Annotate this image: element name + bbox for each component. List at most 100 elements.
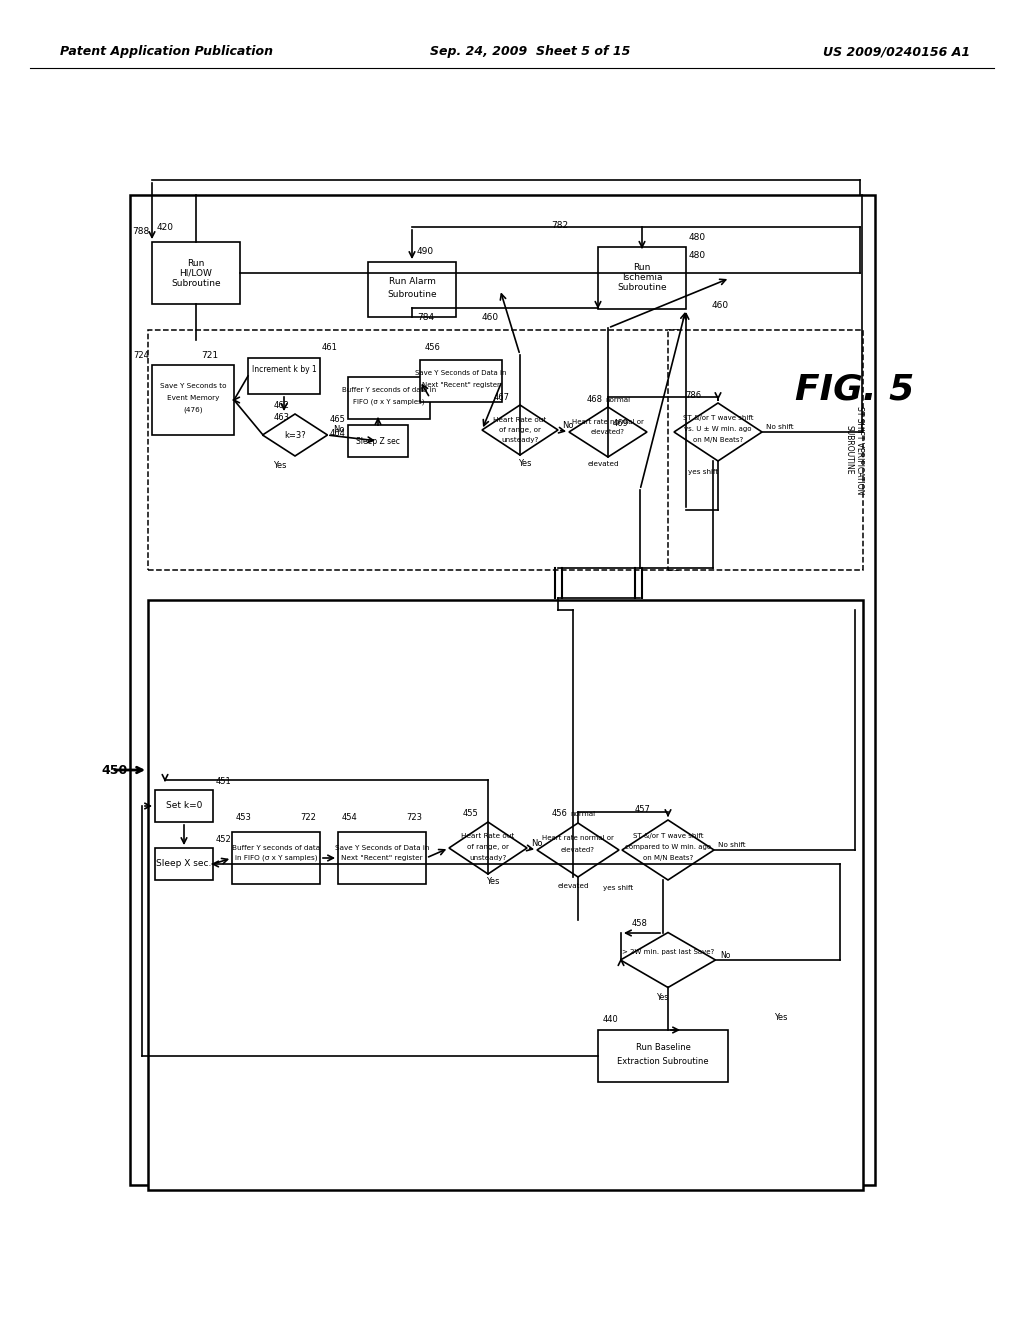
- Text: Yes: Yes: [273, 461, 287, 470]
- Text: 461: 461: [322, 343, 338, 352]
- Text: Increment k by 1: Increment k by 1: [252, 366, 316, 375]
- Text: Buffer Y seconds of data in: Buffer Y seconds of data in: [342, 387, 436, 393]
- Text: 784: 784: [417, 314, 434, 322]
- Text: yes shift: yes shift: [688, 469, 718, 475]
- FancyBboxPatch shape: [348, 425, 408, 457]
- Text: on M/N Beats?: on M/N Beats?: [693, 437, 743, 444]
- Polygon shape: [622, 820, 714, 880]
- Text: Yes: Yes: [518, 458, 531, 467]
- FancyBboxPatch shape: [338, 832, 426, 884]
- Text: 440: 440: [603, 1015, 618, 1024]
- Text: No: No: [531, 838, 543, 847]
- FancyBboxPatch shape: [130, 195, 874, 1185]
- Text: Run: Run: [187, 259, 205, 268]
- Text: 788: 788: [132, 227, 150, 236]
- Polygon shape: [262, 414, 328, 455]
- Text: Subroutine: Subroutine: [387, 290, 437, 300]
- FancyBboxPatch shape: [420, 360, 502, 403]
- Text: 460: 460: [712, 301, 728, 309]
- Text: on M/N Beats?: on M/N Beats?: [643, 855, 693, 861]
- Text: 786: 786: [685, 391, 701, 400]
- Text: Sep. 24, 2009  Sheet 5 of 15: Sep. 24, 2009 Sheet 5 of 15: [430, 45, 631, 58]
- Text: No: No: [333, 425, 344, 433]
- FancyBboxPatch shape: [598, 247, 686, 309]
- Text: Sleep Z sec: Sleep Z sec: [356, 437, 400, 446]
- Text: 463: 463: [274, 413, 290, 422]
- Text: Next "Recent" register: Next "Recent" register: [422, 381, 500, 388]
- Text: 420: 420: [157, 223, 174, 232]
- Text: Subroutine: Subroutine: [617, 284, 667, 293]
- Text: Save Y Seconds of Data in: Save Y Seconds of Data in: [416, 370, 507, 376]
- Text: Subroutine: Subroutine: [171, 279, 221, 288]
- Text: US 2009/0240156 A1: US 2009/0240156 A1: [823, 45, 970, 58]
- Text: Yes: Yes: [656, 993, 669, 1002]
- Text: No shift: No shift: [766, 424, 794, 430]
- FancyBboxPatch shape: [152, 242, 240, 304]
- Text: 467: 467: [494, 393, 510, 403]
- Text: Run Alarm: Run Alarm: [388, 277, 435, 286]
- Text: unsteady?: unsteady?: [502, 437, 539, 444]
- Text: elevated?: elevated?: [591, 429, 625, 436]
- Text: Heart Rate out: Heart Rate out: [494, 417, 547, 422]
- Text: > 2W min. past last Save?: > 2W min. past last Save?: [622, 949, 714, 954]
- Text: Patent Application Publication: Patent Application Publication: [60, 45, 273, 58]
- Text: unsteady?: unsteady?: [469, 855, 507, 861]
- Text: 460: 460: [481, 314, 499, 322]
- Text: of range, or: of range, or: [467, 843, 509, 850]
- Polygon shape: [569, 407, 647, 457]
- Text: FIG. 5: FIG. 5: [796, 374, 914, 407]
- Text: 464: 464: [329, 429, 345, 437]
- Text: 456: 456: [425, 343, 441, 352]
- Text: 462: 462: [274, 400, 290, 409]
- Text: 451: 451: [216, 777, 231, 787]
- Text: Run Baseline: Run Baseline: [636, 1044, 690, 1052]
- Text: 455: 455: [462, 809, 478, 818]
- Text: (476): (476): [183, 407, 203, 413]
- FancyBboxPatch shape: [348, 378, 430, 418]
- Text: Event Memory: Event Memory: [167, 395, 219, 401]
- Text: 723: 723: [406, 813, 422, 822]
- Text: 465: 465: [329, 414, 345, 424]
- Text: yes shift: yes shift: [603, 884, 633, 891]
- Text: 480: 480: [689, 232, 707, 242]
- Text: 457: 457: [635, 805, 651, 814]
- Text: 722: 722: [300, 813, 316, 822]
- Text: Heart Rate out: Heart Rate out: [462, 833, 515, 840]
- FancyBboxPatch shape: [155, 847, 213, 880]
- Text: k=3?: k=3?: [284, 430, 306, 440]
- Text: Next "Recent" register: Next "Recent" register: [341, 855, 423, 861]
- Text: 456: 456: [552, 809, 568, 818]
- Text: 721: 721: [201, 351, 218, 359]
- Text: Heart rate normal or: Heart rate normal or: [572, 418, 644, 425]
- Text: 782: 782: [552, 220, 568, 230]
- Polygon shape: [674, 403, 762, 461]
- Text: No: No: [562, 421, 573, 429]
- Text: No shift: No shift: [718, 842, 745, 847]
- Text: Sleep X sec.: Sleep X sec.: [157, 859, 212, 869]
- Text: normal: normal: [605, 397, 631, 403]
- Text: compared to W min. ago: compared to W min. ago: [625, 843, 711, 850]
- Polygon shape: [449, 822, 527, 874]
- Text: normal: normal: [570, 810, 596, 817]
- Text: 469: 469: [613, 420, 629, 429]
- Polygon shape: [482, 405, 558, 455]
- Text: ST &/or T wave shift: ST &/or T wave shift: [683, 414, 754, 421]
- Text: No: No: [720, 950, 730, 960]
- FancyBboxPatch shape: [668, 330, 863, 570]
- Text: Save Y Seconds to: Save Y Seconds to: [160, 383, 226, 389]
- Text: ST &/or T wave shift: ST &/or T wave shift: [633, 833, 703, 840]
- Polygon shape: [537, 822, 618, 876]
- Text: 454: 454: [342, 813, 357, 822]
- Text: 724: 724: [133, 351, 150, 359]
- Text: in FIFO (σ x Y samples): in FIFO (σ x Y samples): [234, 855, 317, 861]
- FancyBboxPatch shape: [155, 789, 213, 822]
- FancyBboxPatch shape: [232, 832, 319, 884]
- Text: Extraction Subroutine: Extraction Subroutine: [617, 1056, 709, 1065]
- FancyBboxPatch shape: [248, 358, 319, 393]
- Text: 480: 480: [689, 251, 707, 260]
- Text: Set k=0: Set k=0: [166, 801, 202, 810]
- FancyBboxPatch shape: [148, 330, 678, 570]
- Text: Save Y Seconds of Data in: Save Y Seconds of Data in: [335, 845, 429, 851]
- Text: FIFO (σ x Y samples): FIFO (σ x Y samples): [353, 399, 425, 405]
- FancyBboxPatch shape: [148, 601, 863, 1191]
